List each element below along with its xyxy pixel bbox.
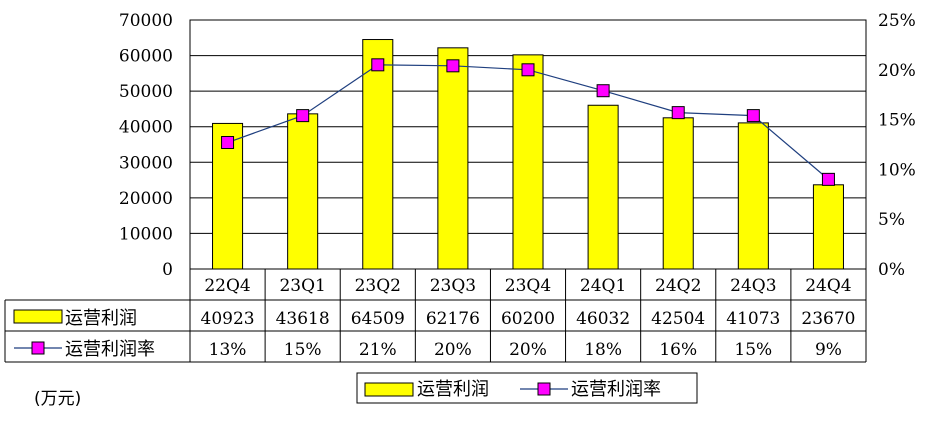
bar xyxy=(737,122,769,270)
y-left-tick-label: 40000 xyxy=(119,118,173,138)
bar-value-label: 42504 xyxy=(651,309,705,329)
bar xyxy=(662,117,694,270)
y-left-tick-label: 50000 xyxy=(119,82,173,102)
rate-value-label: 15% xyxy=(734,340,772,360)
row-header-rate: 运营利润率 xyxy=(65,339,155,360)
rate-value-label: 18% xyxy=(584,340,622,360)
y-right-tick-label: 0% xyxy=(878,260,905,280)
y-right-tick-label: 25% xyxy=(878,11,916,31)
rate-marker xyxy=(296,109,310,123)
bar-value-label: 62176 xyxy=(426,309,480,329)
rate-value-label: 21% xyxy=(359,340,397,360)
rate-marker xyxy=(521,63,535,77)
legend xyxy=(356,372,698,404)
rate-marker xyxy=(596,84,610,98)
bar-value-label: 41073 xyxy=(726,309,780,329)
bar-value-label: 40923 xyxy=(201,309,255,329)
category-label: 23Q1 xyxy=(279,276,325,296)
rate-marker xyxy=(371,58,385,72)
legend-label-rate: 运营利润率 xyxy=(571,379,661,400)
rate-value-label: 9% xyxy=(815,340,842,360)
bar-value-label: 43618 xyxy=(276,309,330,329)
category-label: 24Q2 xyxy=(655,276,701,296)
bar xyxy=(587,104,619,270)
category-label: 24Q3 xyxy=(730,276,776,296)
bar xyxy=(812,184,844,270)
bar-value-label: 46032 xyxy=(576,309,630,329)
bar xyxy=(437,47,469,270)
rate-marker xyxy=(821,172,835,186)
y-left-tick-label: 10000 xyxy=(119,224,173,244)
bar xyxy=(512,54,544,270)
legend-label-bar: 运营利润 xyxy=(417,379,489,400)
rate-marker xyxy=(746,109,760,123)
bar xyxy=(362,39,394,270)
y-right-tick-label: 15% xyxy=(878,111,916,131)
row-key-bar xyxy=(13,309,63,324)
y-right-tick-label: 5% xyxy=(878,210,905,230)
category-label: 23Q2 xyxy=(355,276,401,296)
category-label: 24Q1 xyxy=(580,276,626,296)
rate-value-label: 16% xyxy=(659,340,697,360)
bar-value-label: 23670 xyxy=(801,309,855,329)
rate-marker xyxy=(446,59,460,73)
rate-value-label: 20% xyxy=(434,340,472,360)
legend-key-marker xyxy=(537,382,551,396)
category-label: 24Q4 xyxy=(805,276,851,296)
y-left-tick-label: 0 xyxy=(162,260,173,280)
bar-value-label: 60200 xyxy=(501,309,555,329)
rate-value-label: 15% xyxy=(284,340,322,360)
bar-value-label: 64509 xyxy=(351,309,405,329)
rate-marker xyxy=(221,136,235,150)
bar xyxy=(287,113,319,270)
rate-marker xyxy=(671,106,685,120)
rate-value-label: 20% xyxy=(509,340,547,360)
category-label: 23Q4 xyxy=(505,276,551,296)
y-left-tick-label: 20000 xyxy=(119,189,173,209)
rate-value-label: 13% xyxy=(209,340,247,360)
y-left-tick-label: 30000 xyxy=(119,153,173,173)
category-label: 23Q3 xyxy=(430,276,476,296)
row-header-bar: 运营利润 xyxy=(65,308,137,329)
y-right-tick-label: 10% xyxy=(878,160,916,180)
y-right-tick-label: 20% xyxy=(878,61,916,81)
category-label: 22Q4 xyxy=(204,276,250,296)
row-key-marker xyxy=(31,341,45,355)
legend-key-bar xyxy=(364,382,414,397)
y-left-tick-label: 70000 xyxy=(119,11,173,31)
y-left-tick-label: 60000 xyxy=(119,47,173,67)
unit-label: (万元) xyxy=(34,389,82,409)
